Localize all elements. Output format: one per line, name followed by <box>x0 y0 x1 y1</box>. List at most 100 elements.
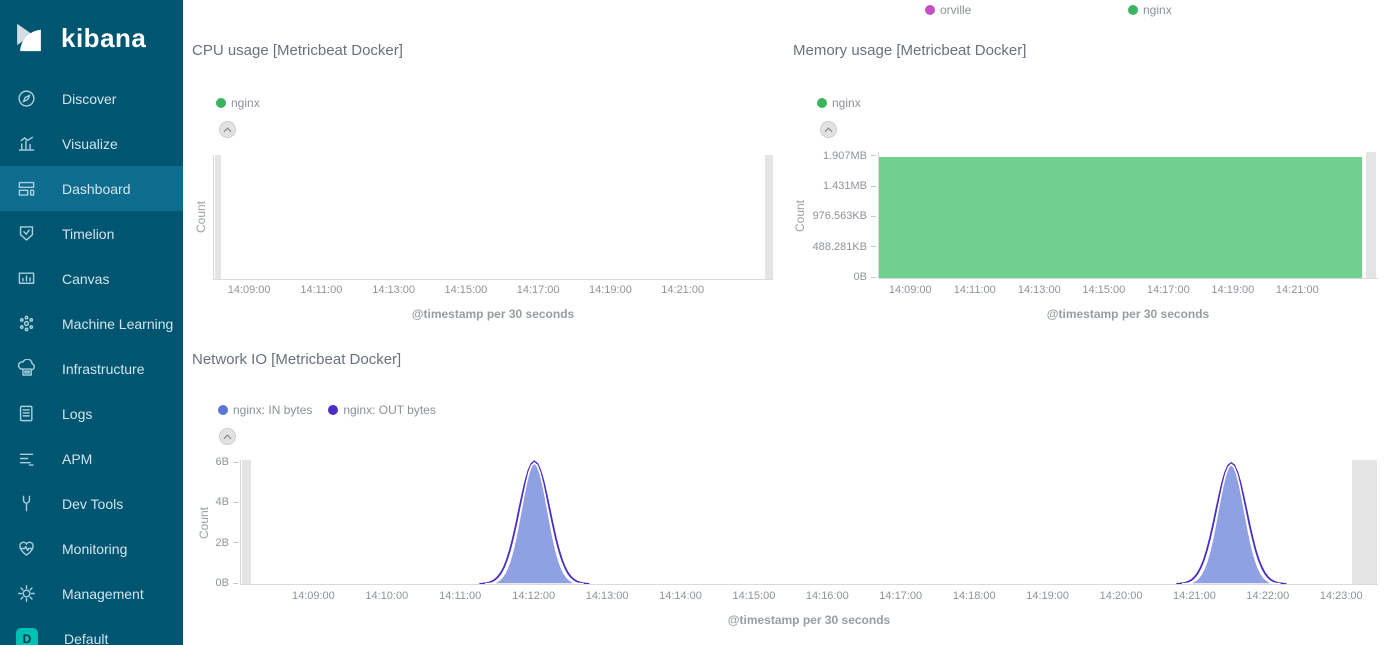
x-tick-label: 14:10:00 <box>365 590 409 602</box>
chart-legend: nginx: IN bytes nginx: OUT bytes <box>218 403 436 417</box>
legend-label: nginx <box>832 96 861 110</box>
collapse-legend-button[interactable] <box>219 428 236 445</box>
sidebar-item-label: Canvas <box>62 270 110 287</box>
x-axis-labels: 14:09:00 14:10:00 14:11:00 14:12:00 14:13:00… <box>240 590 1378 604</box>
x-tick-label: 14:23:00 <box>1319 590 1363 602</box>
y-tick-label: 0B <box>854 271 876 283</box>
legend-item-nginx[interactable]: nginx <box>216 96 260 110</box>
y-axis-labels: 6B 4B 2B 0B <box>183 456 238 589</box>
canvas-icon <box>16 269 36 289</box>
y-axis-labels: 1.907MB 1.431MB 976.563KB 488.281KB 0B <box>784 150 876 283</box>
collapse-legend-button[interactable] <box>820 121 837 138</box>
dashboard-main: orville nginx CPU usage [Metricbeat Docke… <box>183 0 1388 645</box>
logs-icon <box>16 404 36 424</box>
x-axis-title: @timestamp per 30 seconds <box>1046 307 1210 321</box>
sidebar-item-label: Discover <box>62 90 117 107</box>
cpu-chart-plot-area[interactable] <box>213 155 773 280</box>
chart-legend: nginx <box>817 96 861 110</box>
x-tick-label: 14:15:00 <box>732 590 776 602</box>
partial-bucket-bar <box>215 155 221 279</box>
sidebar-item-label: Infrastructure <box>62 360 145 377</box>
sidebar-item-label: Dashboard <box>62 180 131 197</box>
legend-dot-icon <box>328 405 339 415</box>
sidebar-item-monitoring[interactable]: Monitoring <box>0 526 183 571</box>
network-chart-plot-area[interactable] <box>240 460 1378 585</box>
x-tick-label: 14:15:00 <box>444 284 488 296</box>
sidebar-item-canvas[interactable]: Canvas <box>0 256 183 301</box>
memory-area-series <box>879 156 1362 278</box>
panel-cpu-usage: CPU usage [Metricbeat Docker] nginx Coun… <box>183 20 783 330</box>
sidebar-item-label: Logs <box>62 405 93 422</box>
legend-dot-icon <box>817 98 827 108</box>
panel-title: CPU usage [Metricbeat Docker] <box>192 42 403 59</box>
x-axis-labels: 14:09:00 14:11:00 14:13:00 14:15:00 14:17:00… <box>213 284 773 298</box>
legend-item-nginx-in-bytes[interactable]: nginx: IN bytes <box>218 403 312 417</box>
x-tick-label: 14:13:00 <box>372 284 416 296</box>
legend-label: nginx: IN bytes <box>233 403 313 417</box>
x-tick-label: 14:19:00 <box>589 284 632 296</box>
x-tick-label: 14:18:00 <box>952 590 996 602</box>
panel-title: Memory usage [Metricbeat Docker] <box>793 42 1027 59</box>
y-tick-label: 0B <box>216 577 238 589</box>
x-tick-label: 14:17:00 <box>879 590 923 602</box>
legend-item-nginx[interactable]: nginx <box>817 96 861 110</box>
partial-bucket-bar <box>1352 460 1377 584</box>
default-space-badge: D <box>16 627 38 645</box>
sidebar-item-label: Default <box>64 630 109 645</box>
sidebar-item-label: Monitoring <box>62 540 128 557</box>
y-tick-label: 1.431MB <box>823 180 876 192</box>
chevron-up-icon <box>223 433 232 439</box>
legend-dot-icon <box>925 5 935 15</box>
discover-icon <box>16 89 36 109</box>
sidebar-item-apm[interactable]: APM <box>0 436 183 481</box>
timelion-icon <box>16 224 36 244</box>
legend-label: nginx <box>1143 3 1172 17</box>
x-tick-label: 14:21:00 <box>1275 284 1319 296</box>
dev-tools-icon <box>16 494 36 514</box>
sidebar-item-label: APM <box>62 450 93 467</box>
panel-title: Network IO [Metricbeat Docker] <box>192 351 402 368</box>
legend-item-nginx-out-bytes[interactable]: nginx: OUT bytes <box>328 403 436 417</box>
sidebar-item-label: Management <box>62 585 144 602</box>
management-icon <box>16 584 36 604</box>
legend-item-nginx[interactable]: nginx <box>1128 3 1172 17</box>
kibana-logo[interactable]: kibana <box>0 0 183 76</box>
y-tick-label: 488.281KB <box>813 241 876 253</box>
sidebar-item-dev-tools[interactable]: Dev Tools <box>0 481 183 526</box>
sidebar-item-default[interactable]: D Default <box>0 616 183 645</box>
x-tick-label: 14:17:00 <box>1146 284 1190 296</box>
x-tick-label: 14:15:00 <box>1082 284 1126 296</box>
memory-chart-plot-area[interactable] <box>878 152 1378 279</box>
sidebar-item-label: Machine Learning <box>62 315 174 332</box>
x-tick-label: 14:16:00 <box>805 590 849 602</box>
legend-dot-icon <box>216 98 226 108</box>
sidebar-item-logs[interactable]: Logs <box>0 391 183 436</box>
x-tick-label: 14:21:00 <box>1173 590 1216 602</box>
sidebar-item-dashboard[interactable]: Dashboard <box>0 166 183 211</box>
infrastructure-icon <box>16 359 36 379</box>
kibana-logo-icon <box>17 23 41 52</box>
legend-item-orville[interactable]: orville <box>925 3 971 17</box>
sidebar-item-timelion[interactable]: Timelion <box>0 211 183 256</box>
sidebar-item-management[interactable]: Management <box>0 571 183 616</box>
x-tick-label: 14:19:00 <box>1026 590 1070 602</box>
sidebar-item-discover[interactable]: Discover <box>0 76 183 121</box>
x-tick-label: 14:09:00 <box>888 284 932 296</box>
legend-dot-icon <box>218 405 228 415</box>
sidebar-item-label: Visualize <box>62 135 118 152</box>
chevron-up-icon <box>223 126 232 132</box>
sidebar-item-machine-learning[interactable]: Machine Learning <box>0 301 183 346</box>
machine-learning-icon <box>16 314 36 334</box>
x-tick-label: 14:13:00 <box>585 590 629 602</box>
collapse-legend-button[interactable] <box>219 121 236 138</box>
x-tick-label: 14:13:00 <box>1017 284 1061 296</box>
sidebar-item-infrastructure[interactable]: Infrastructure <box>0 346 183 391</box>
sidebar-item-label: Dev Tools <box>62 495 124 512</box>
sidebar-item-visualize[interactable]: Visualize <box>0 121 183 166</box>
partial-bucket-bar <box>242 460 251 584</box>
x-tick-label: 14:17:00 <box>516 284 560 296</box>
x-tick-label: 14:19:00 <box>1211 284 1255 296</box>
y-tick-label: 1.907MB <box>823 150 876 162</box>
legend-label: nginx: OUT bytes <box>343 403 436 417</box>
